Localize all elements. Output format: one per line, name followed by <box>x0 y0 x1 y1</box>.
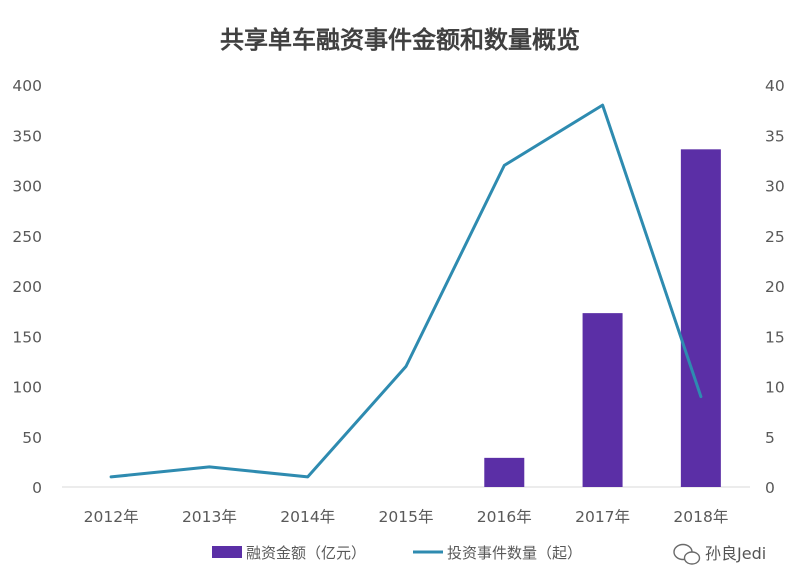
bar <box>680 149 721 487</box>
legend-line-label: 投资事件数量（起） <box>447 544 582 562</box>
right-y-tick-label: 20 <box>765 278 785 296</box>
left-y-tick-label: 400 <box>12 77 42 95</box>
right-y-tick-label: 0 <box>765 479 775 497</box>
right-y-tick-label: 30 <box>765 178 785 196</box>
chart-title: 共享单车融资事件金额和数量概览 <box>220 26 580 54</box>
bar-series <box>484 149 721 487</box>
watermark-text: 孙良Jedi <box>705 544 766 563</box>
left-y-tick-label: 300 <box>12 178 42 196</box>
legend-bar-swatch <box>212 546 242 558</box>
x-tick-label: 2013年 <box>182 508 237 526</box>
right-y-tick-label: 35 <box>765 127 785 145</box>
wechat-icon <box>673 543 701 565</box>
x-tick-label: 2015年 <box>379 508 434 526</box>
right-y-tick-label: 5 <box>765 429 775 447</box>
bar <box>484 457 525 487</box>
left-y-tick-label: 150 <box>12 328 42 346</box>
left-y-tick-label: 200 <box>12 278 42 296</box>
left-y-tick-label: 250 <box>12 228 42 246</box>
x-tick-label: 2012年 <box>84 508 139 526</box>
line-series <box>109 103 703 479</box>
bar <box>582 313 623 487</box>
left-y-tick-label: 350 <box>12 127 42 145</box>
series-line <box>109 103 703 479</box>
right-y-axis: 0 5 10 15 20 25 30 35 40 <box>765 77 785 497</box>
x-tick-label: 2016年 <box>477 508 532 526</box>
right-y-tick-label: 15 <box>765 328 785 346</box>
left-y-axis: 0 50 100 150 200 250 300 350 400 <box>12 77 42 497</box>
legend: 融资金额（亿元） 投资事件数量（起） <box>212 544 582 562</box>
right-y-tick-label: 25 <box>765 228 785 246</box>
right-y-tick-label: 40 <box>765 77 785 95</box>
left-y-tick-label: 50 <box>22 429 42 447</box>
legend-bar-label: 融资金额（亿元） <box>246 544 366 562</box>
left-y-tick-label: 100 <box>12 379 42 397</box>
watermark: 孙良Jedi <box>673 543 766 565</box>
x-tick-label: 2017年 <box>575 508 630 526</box>
right-y-tick-label: 10 <box>765 379 785 397</box>
x-axis: 2012年 2013年 2014年 2015年 2016年 2017年 2018年 <box>84 508 729 526</box>
x-tick-label: 2018年 <box>673 508 728 526</box>
left-y-tick-label: 0 <box>32 479 42 497</box>
x-tick-label: 2014年 <box>280 508 335 526</box>
